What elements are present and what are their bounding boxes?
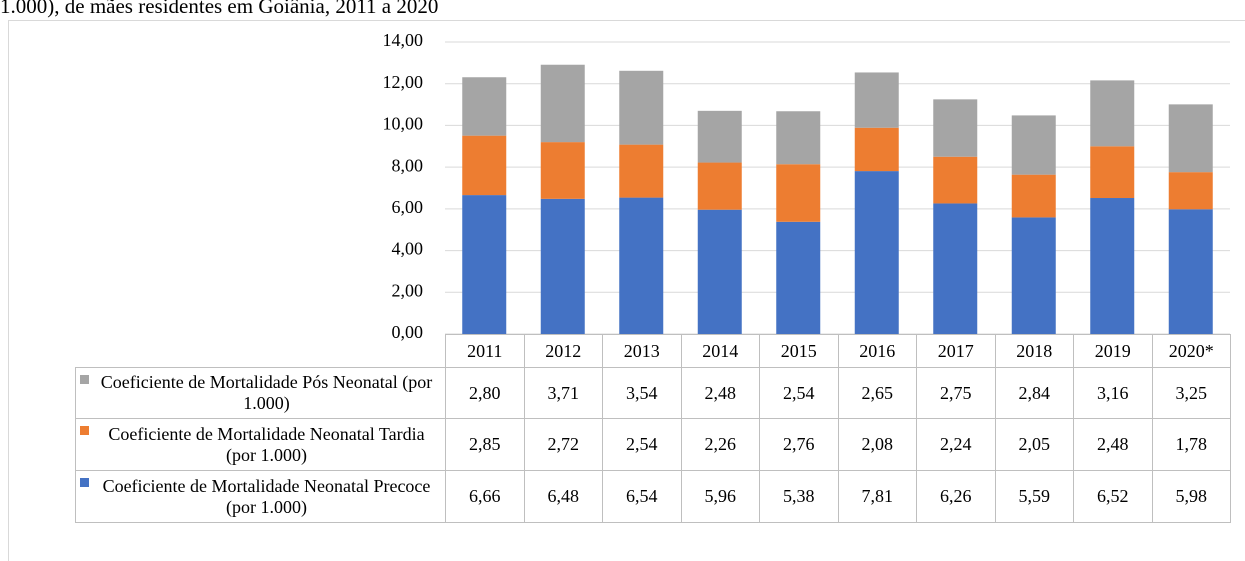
bar-segment [1168,104,1213,173]
table-value: 6,54 [602,470,682,523]
table-value: 2,05 [994,418,1074,471]
table-value: 7,81 [837,470,917,523]
bar-segment [1011,174,1056,218]
table-value: 6,48 [523,470,603,523]
x-tick-label: 2014 [680,334,760,368]
table-value: 2,24 [916,418,996,471]
bar-segment [540,142,585,199]
bar-segment [1011,115,1056,175]
bar-segment [540,64,585,143]
table-value: 3,54 [602,367,682,419]
bar-segment [619,70,664,145]
bar-segment [1168,172,1213,210]
legend-label: Coeficiente de Mortalidade Neonatal Tard… [108,423,425,465]
table-value: 5,38 [759,470,839,523]
y-tick-label: 10,00 [383,114,424,134]
x-tick-label: 2013 [602,334,682,368]
table-value: 2,54 [602,418,682,471]
legend-swatch [80,426,89,435]
x-tick-label: 2017 [916,334,996,368]
bar-segment [1011,217,1056,334]
bar-segment [854,72,899,128]
y-tick-label: 14,00 [383,30,424,50]
bar-segment [776,164,821,222]
legend-label: Coeficiente de Mortalidade Neonatal Prec… [102,475,431,517]
bar-segment [697,162,742,210]
x-tick-label: 2015 [759,334,839,368]
y-tick-label: 0,00 [392,322,424,342]
x-tick-label: 2020* [1151,334,1231,368]
bar-segment [462,195,507,334]
table-value: 5,98 [1151,470,1231,523]
table-value: 2,48 [1073,418,1153,471]
bar-segment [776,111,821,165]
bar-segment [854,127,899,172]
y-tick-label: 2,00 [392,280,424,300]
y-tick-label: 4,00 [392,239,424,259]
bar-segment [933,99,978,157]
legend-entry: Coeficiente de Mortalidade Neonatal Tard… [75,418,446,471]
table-value: 2,65 [837,367,917,419]
bar-segment [1168,209,1213,334]
x-tick-label: 2016 [837,334,917,368]
table-value: 2,54 [759,367,839,419]
chart-frame [8,20,1245,561]
bar-segment [540,198,585,334]
x-tick-label: 2018 [994,334,1074,368]
bar-segment [933,203,978,334]
table-value: 2,72 [523,418,603,471]
table-value: 2,26 [680,418,760,471]
x-tick-label: 2019 [1073,334,1153,368]
table-value: 2,85 [445,418,525,471]
bar-segment [462,77,507,136]
y-tick-label: 6,00 [392,197,424,217]
bar-segment [854,171,899,334]
legend-entry: Coeficiente de Mortalidade Pós Neonatal … [75,367,446,419]
table-value: 3,25 [1151,367,1231,419]
x-tick-label: 2012 [523,334,603,368]
legend-entry: Coeficiente de Mortalidade Neonatal Prec… [75,470,446,523]
table-value: 2,48 [680,367,760,419]
bar-segment [1090,198,1135,334]
table-value: 5,59 [994,470,1074,523]
table-value: 2,75 [916,367,996,419]
table-value: 2,80 [445,367,525,419]
bar-segment [697,110,742,163]
legend-swatch [80,375,89,384]
table-value: 2,08 [837,418,917,471]
table-value: 6,26 [916,470,996,523]
table-value: 1,78 [1151,418,1231,471]
bar-segment [933,156,978,204]
bar-segment [619,144,664,198]
y-tick-label: 8,00 [392,155,424,175]
table-value: 2,84 [994,367,1074,419]
table-value: 6,66 [445,470,525,523]
table-value: 3,16 [1073,367,1153,419]
bar-segment [776,221,821,334]
table-value: 6,52 [1073,470,1153,523]
x-tick-label: 2011 [445,334,525,368]
bar-segment [619,197,664,334]
table-value: 2,76 [759,418,839,471]
bar-segment [462,135,507,196]
bar-segment [697,209,742,334]
legend-swatch [80,478,89,487]
bar-segment [1090,146,1135,199]
y-tick-label: 12,00 [383,72,424,92]
bar-segment [1090,80,1135,147]
table-value: 3,71 [523,367,603,419]
table-value: 5,96 [680,470,760,523]
chart-title: 1.000), de mães residentes em Goiânia, 2… [0,0,438,18]
legend-label: Coeficiente de Mortalidade Pós Neonatal … [100,372,433,413]
